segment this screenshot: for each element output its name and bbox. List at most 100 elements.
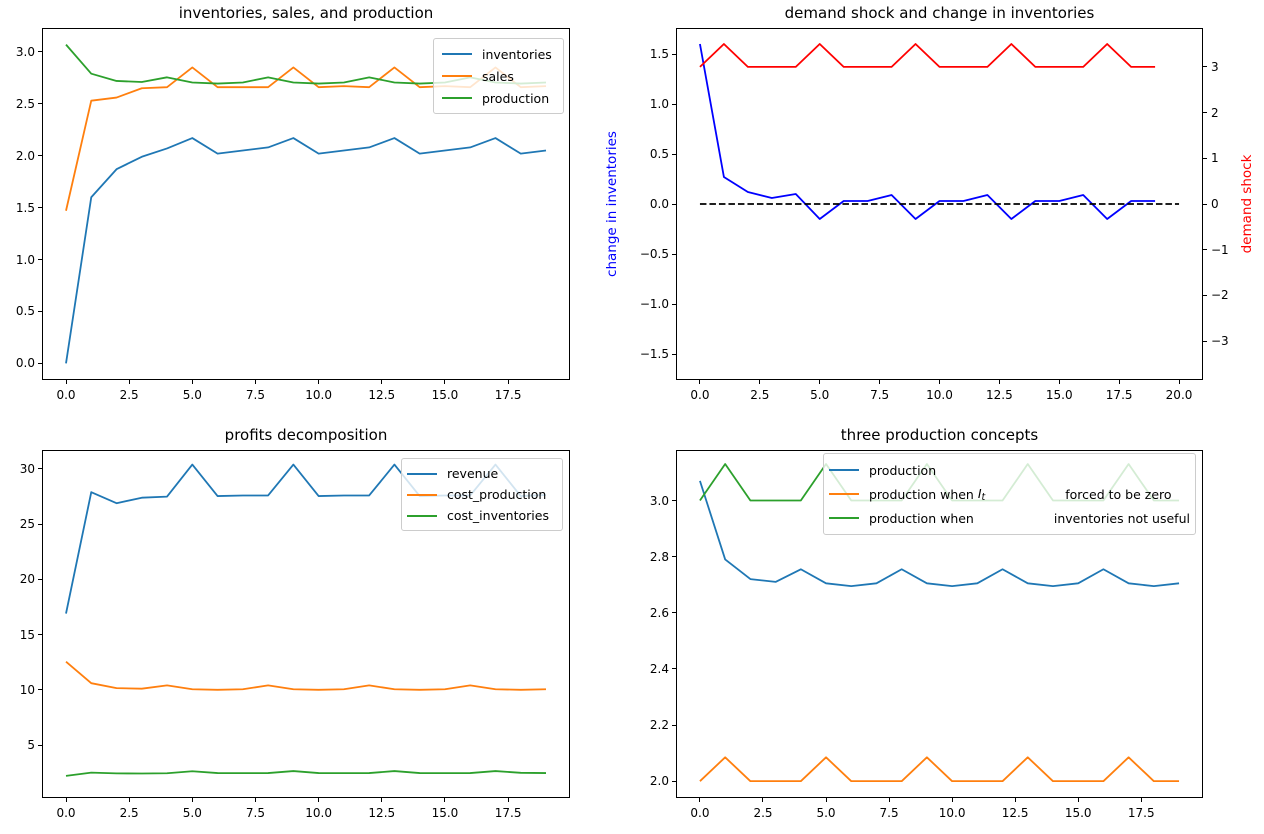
y-tick-label: 0.5 [649,147,669,161]
x-tick-label: 12.5 [368,806,396,820]
legend-item: cost_production [407,484,562,505]
y-tick [672,53,676,55]
y-tick [672,303,676,305]
line-production-when-i-t-forced-to-be-zero [699,756,1180,783]
legend-item: revenue [407,463,562,484]
axes-frame [676,28,1203,380]
x-tick [1014,798,1016,802]
legend-spacer [985,494,1065,495]
y-tick-label: 1.5 [649,47,669,61]
y-tick-label-right: −3 [1211,334,1229,349]
y-tick [672,668,676,670]
x-tick-label: 15.0 [1045,388,1073,402]
y-tick-label-right: 2 [1211,105,1219,120]
x-tick-label: 0.0 [56,388,76,402]
x-tick-label: 5.0 [810,388,830,402]
x-tick-label: 0.0 [690,806,710,820]
y-tick-label: −1.5 [639,347,669,361]
y-tick [38,207,42,209]
x-tick [951,798,953,802]
legend-box: revenue cost_production cost_inventories [401,458,563,531]
y-tick-label: 25 [19,517,35,532]
x-tick-label: 15.0 [1064,806,1092,820]
y-tick-label: 2.6 [649,605,669,620]
x-tick [444,380,446,384]
y-tick-label: 3.0 [15,44,35,59]
plot-title: three production concepts [840,426,1039,444]
axes-frame [42,450,570,798]
y-tick [38,362,42,364]
y-tick-label: 30 [19,461,35,476]
y-tick [672,780,676,782]
y-tick-label: −0.5 [639,247,669,261]
x-tick [444,798,446,802]
line-cost-production [65,660,547,691]
y-tick [672,353,676,355]
x-tick [998,380,1000,384]
y-tick-right [1203,340,1207,342]
legend-item: production [829,458,1195,482]
x-tick [1178,380,1180,384]
y-tick [38,103,42,105]
y-tick-right [1203,157,1207,159]
x-tick [1077,798,1079,802]
x-tick-label: 0.0 [56,806,76,820]
legend-label: cost_inventories [447,508,549,523]
x-tick [254,798,256,802]
y-tick-label: 1.0 [649,97,669,111]
legend-box: production production when It forced to be… [823,453,1196,535]
y-tick-label-right: 3 [1211,59,1219,74]
y-tick-right [1203,294,1207,296]
x-tick [939,380,940,384]
x-tick-label: 5.0 [816,806,836,820]
y-axis-label-right: demand shock [1239,154,1255,254]
y-tick-label: 20 [19,572,35,587]
y-tick-label: −1.0 [639,297,669,311]
line-production [699,480,1180,588]
x-tick-label: 2.5 [753,806,773,820]
y-tick [38,468,42,470]
x-tick-label: 17.5 [494,806,522,820]
legend-label: inventories not useful [1053,510,1190,526]
line-cost-inventories [65,770,547,777]
y-tick-label: 5 [27,738,35,752]
axes-frame [676,450,1203,798]
x-tick-label: 10.0 [938,806,966,820]
x-tick-label: 10.0 [305,806,332,820]
legend-label: forced to be zero [1065,486,1172,502]
x-tick-label: 5.0 [182,806,202,820]
x-tick [888,798,890,802]
plot-title: profits decomposition [224,426,388,444]
x-tick-label: 5.0 [182,388,202,402]
x-tick-label: 17.5 [494,388,522,402]
y-tick [672,153,676,155]
legend-line-sample [829,517,859,519]
y-tick [38,259,42,261]
y-tick-label: 0.0 [649,197,669,211]
x-tick [879,380,881,384]
x-tick [699,380,701,384]
x-tick-label: 17.5 [1105,388,1133,402]
legend-label: production [482,90,550,106]
y-tick [672,724,676,726]
y-tick-label: 3.0 [649,493,669,508]
legend-line-sample [829,493,859,495]
y-tick-label: 2.8 [649,549,669,564]
y-tick-label: 1.5 [15,200,35,215]
y-tick [38,744,42,746]
x-tick [819,380,821,384]
x-tick [759,380,761,384]
y-tick-label: 2.5 [15,96,35,111]
x-tick [318,798,320,802]
y-tick-label: 0.0 [15,356,35,371]
x-tick [128,798,130,802]
legend-box: inventories sales production [433,38,564,114]
x-tick [1118,380,1120,384]
y-tick-label: 10 [19,682,35,697]
y-tick-right [1203,112,1207,114]
y-tick-label-right: 0 [1211,197,1219,211]
legend-item: production [442,87,563,109]
y-tick [38,155,42,157]
y-tick-label: 2.0 [649,774,669,789]
